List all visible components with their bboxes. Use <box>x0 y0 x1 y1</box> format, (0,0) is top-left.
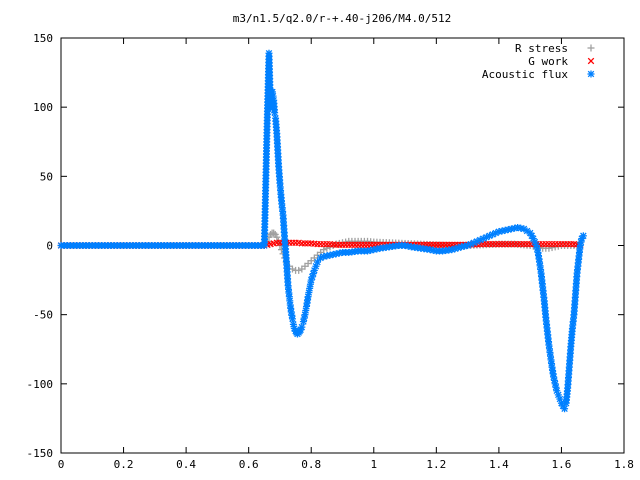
y-tick-label: 150 <box>33 32 53 45</box>
data-point <box>548 244 556 252</box>
data-marks <box>57 49 587 413</box>
data-point <box>320 246 328 254</box>
data-point <box>482 233 490 241</box>
x-tick-label: 0.6 <box>239 458 259 471</box>
data-point <box>298 323 306 331</box>
axis-ticks: 0 0.2 0.4 0.6 0.8 1 1.2 1.4 1.6 1.8 150 100 50 0 -50 -1… <box>27 32 634 471</box>
data-point <box>323 244 331 252</box>
data-point <box>288 315 296 323</box>
x-tick-label: 0.2 <box>114 458 134 471</box>
data-point <box>545 244 553 252</box>
x-tick-label: 1.6 <box>552 458 572 471</box>
data-point <box>295 266 303 274</box>
x-tick-label: 0.8 <box>301 458 321 471</box>
data-point <box>579 232 587 240</box>
series-3 <box>57 49 587 413</box>
chart-title: m3/n1.5/q2.0/r-+.40-j206/M4.0/512 <box>233 12 452 25</box>
x-tick-label: 1.4 <box>489 458 509 471</box>
legend-label: Acoustic flux <box>482 68 568 81</box>
x-tick-label: 0.4 <box>176 458 196 471</box>
data-point <box>313 258 321 266</box>
y-tick-label: 50 <box>40 170 53 183</box>
x-tick-label: 1.8 <box>614 458 634 471</box>
legend-label: G work <box>528 55 568 68</box>
x-tick-label: 0 <box>58 458 65 471</box>
data-point <box>273 233 281 241</box>
legend-label: R stress <box>515 42 568 55</box>
data-point <box>561 405 569 413</box>
y-tick-label: -150 <box>27 447 54 460</box>
x-tick-label: 1.2 <box>426 458 446 471</box>
y-tick-label: -100 <box>27 378 54 391</box>
data-point <box>270 229 278 237</box>
legend-marker <box>587 44 595 52</box>
data-point <box>288 265 296 273</box>
y-tick-label: 100 <box>33 101 53 114</box>
legend-marker <box>587 70 595 78</box>
legend-marker <box>587 57 595 65</box>
series-1 <box>57 229 584 274</box>
data-point <box>271 109 279 117</box>
y-tick-label: 0 <box>46 240 53 253</box>
x-tick-label: 1 <box>370 458 377 471</box>
y-tick-label: -50 <box>33 309 53 322</box>
